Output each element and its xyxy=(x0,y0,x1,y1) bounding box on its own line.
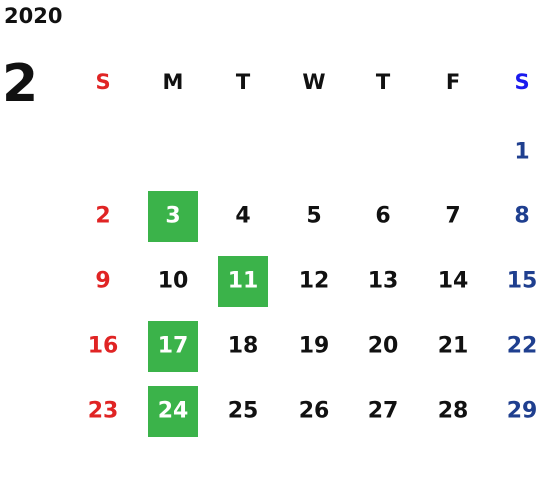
day-number: 15 xyxy=(506,268,538,294)
weekday-header: F xyxy=(445,70,461,94)
day-number: 14 xyxy=(437,268,469,294)
day-number: 13 xyxy=(367,268,399,294)
day-number: 7 xyxy=(445,203,461,229)
day-number: 2 xyxy=(95,203,111,229)
day-number: 12 xyxy=(298,268,330,294)
weekday-header: M xyxy=(162,70,184,94)
day-number: 16 xyxy=(87,333,119,359)
day-number: 11 xyxy=(227,268,259,294)
highlight-box xyxy=(148,321,198,372)
day-number: 20 xyxy=(367,333,399,359)
weekday-header: S xyxy=(95,70,111,94)
day-number: 10 xyxy=(157,268,189,294)
day-number: 28 xyxy=(437,398,469,424)
day-number: 25 xyxy=(227,398,259,424)
year: 2020 xyxy=(4,4,63,28)
day-number: 9 xyxy=(95,268,111,294)
day-number: 4 xyxy=(235,203,251,229)
weekday-header: T xyxy=(375,70,391,94)
day-number: 19 xyxy=(298,333,330,359)
highlight-box xyxy=(148,386,198,437)
weekday-header: S xyxy=(514,70,530,94)
day-number: 5 xyxy=(306,203,322,229)
day-number: 22 xyxy=(506,333,538,359)
day-number: 8 xyxy=(514,203,530,229)
day-number: 27 xyxy=(367,398,399,424)
day-number: 24 xyxy=(157,398,189,424)
month: 2 xyxy=(2,54,39,114)
day-number: 6 xyxy=(375,203,391,229)
day-number: 26 xyxy=(298,398,330,424)
day-number: 23 xyxy=(87,398,119,424)
day-number: 1 xyxy=(514,139,530,165)
day-number: 17 xyxy=(157,333,189,359)
day-number: 18 xyxy=(227,333,259,359)
day-number: 3 xyxy=(165,203,181,229)
highlight-box xyxy=(148,191,198,242)
weekday-header: T xyxy=(235,70,251,94)
day-number: 29 xyxy=(506,398,538,424)
weekday-header: W xyxy=(302,70,326,94)
highlight-box xyxy=(218,256,268,307)
day-number: 21 xyxy=(437,333,469,359)
